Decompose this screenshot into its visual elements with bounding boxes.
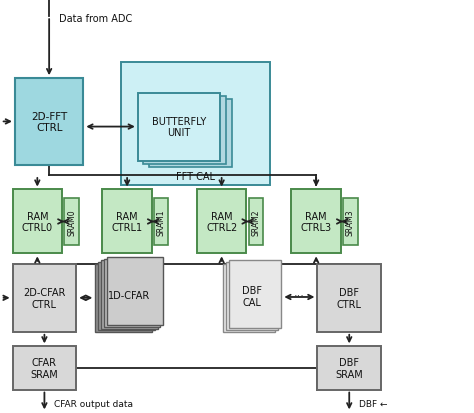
Text: SRAM0: SRAM0 bbox=[67, 209, 76, 235]
Bar bbox=[15, 79, 83, 165]
Bar bbox=[121, 62, 270, 186]
Bar bbox=[226, 262, 278, 330]
Bar bbox=[64, 198, 79, 246]
Text: DBF ←: DBF ← bbox=[359, 399, 387, 408]
Text: CFAR output data: CFAR output data bbox=[54, 399, 133, 408]
Text: DBF
SRAM: DBF SRAM bbox=[336, 357, 363, 379]
Text: 2D-CFAR
CTRL: 2D-CFAR CTRL bbox=[23, 287, 65, 309]
Bar bbox=[223, 264, 275, 332]
Text: DBF
CTRL: DBF CTRL bbox=[337, 287, 362, 309]
Text: RAM
CTRL0: RAM CTRL0 bbox=[22, 211, 53, 233]
Text: SRAM2: SRAM2 bbox=[251, 209, 260, 235]
Bar bbox=[102, 190, 152, 254]
Text: SRAM1: SRAM1 bbox=[157, 209, 166, 235]
Bar bbox=[343, 198, 357, 246]
Text: Data from ADC: Data from ADC bbox=[59, 14, 132, 24]
Text: RAM
CTRL2: RAM CTRL2 bbox=[206, 211, 237, 233]
Text: SRAM3: SRAM3 bbox=[346, 209, 355, 235]
Bar bbox=[12, 347, 76, 390]
Bar bbox=[229, 260, 282, 328]
Bar bbox=[107, 258, 163, 325]
Bar bbox=[98, 263, 155, 330]
Bar bbox=[318, 264, 381, 332]
Bar bbox=[12, 190, 62, 254]
Bar bbox=[155, 198, 168, 246]
Bar bbox=[197, 190, 246, 254]
Text: BUTTERFLY
UNIT: BUTTERFLY UNIT bbox=[152, 116, 206, 138]
Text: FFT CAL: FFT CAL bbox=[176, 172, 215, 182]
Bar bbox=[101, 261, 157, 329]
Bar bbox=[249, 198, 263, 246]
Bar bbox=[138, 93, 220, 161]
Bar bbox=[104, 259, 160, 327]
Bar bbox=[144, 97, 226, 164]
Text: 2D-FFT
CTRL: 2D-FFT CTRL bbox=[31, 112, 67, 133]
Text: CFAR
SRAM: CFAR SRAM bbox=[30, 357, 58, 379]
Text: ...: ... bbox=[294, 287, 305, 297]
Bar bbox=[12, 264, 76, 332]
Text: DBF
CAL: DBF CAL bbox=[242, 285, 262, 307]
Text: RAM
CTRL1: RAM CTRL1 bbox=[111, 211, 143, 233]
Bar bbox=[95, 264, 152, 332]
Bar bbox=[292, 190, 341, 254]
Bar bbox=[149, 100, 232, 168]
Text: RAM
CTRL3: RAM CTRL3 bbox=[301, 211, 332, 233]
Bar bbox=[318, 347, 381, 390]
Text: 1D-CFAR: 1D-CFAR bbox=[108, 290, 150, 300]
